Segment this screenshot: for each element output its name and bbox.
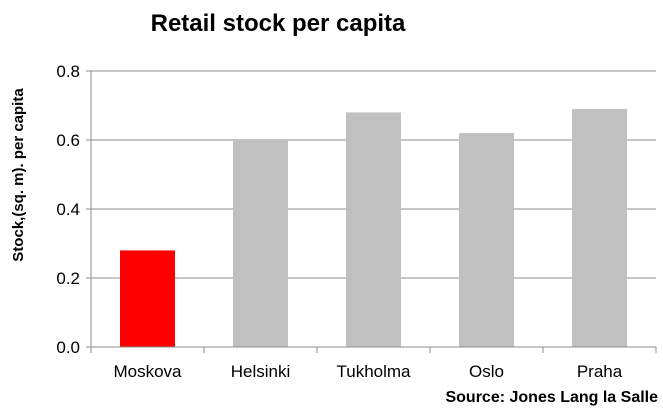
x-tick-labels: Moskova Helsinki Tukholma Oslo Praha (113, 362, 622, 381)
x-tick-label: Praha (577, 362, 623, 381)
bar-praha (572, 108, 627, 347)
x-tick-label: Tukholma (336, 362, 411, 381)
y-tick-label: 0.6 (56, 131, 80, 150)
axes (86, 70, 657, 353)
bar-oslo (459, 133, 514, 347)
x-tick-label: Helsinki (231, 362, 291, 381)
y-tick-label: 0.0 (56, 338, 80, 357)
x-tick-label: Oslo (469, 362, 504, 381)
bars (120, 108, 627, 348)
y-axis-label: Stock,(sq. m). per capita (10, 88, 27, 262)
source-note: Source: Jones Lang la Salle (445, 389, 658, 406)
y-tick-label: 0.4 (56, 200, 80, 219)
x-tick-label: Moskova (113, 362, 182, 381)
bar-tukholma (346, 112, 401, 348)
y-tick-labels: 0.0 0.2 0.4 0.6 0.8 (56, 62, 80, 357)
y-tick-label: 0.2 (56, 269, 80, 288)
y-tick-label: 0.8 (56, 62, 80, 81)
bar-helsinki (233, 140, 288, 347)
bar-moskova (120, 250, 175, 347)
chart-title: Retail stock per capita (151, 10, 406, 37)
